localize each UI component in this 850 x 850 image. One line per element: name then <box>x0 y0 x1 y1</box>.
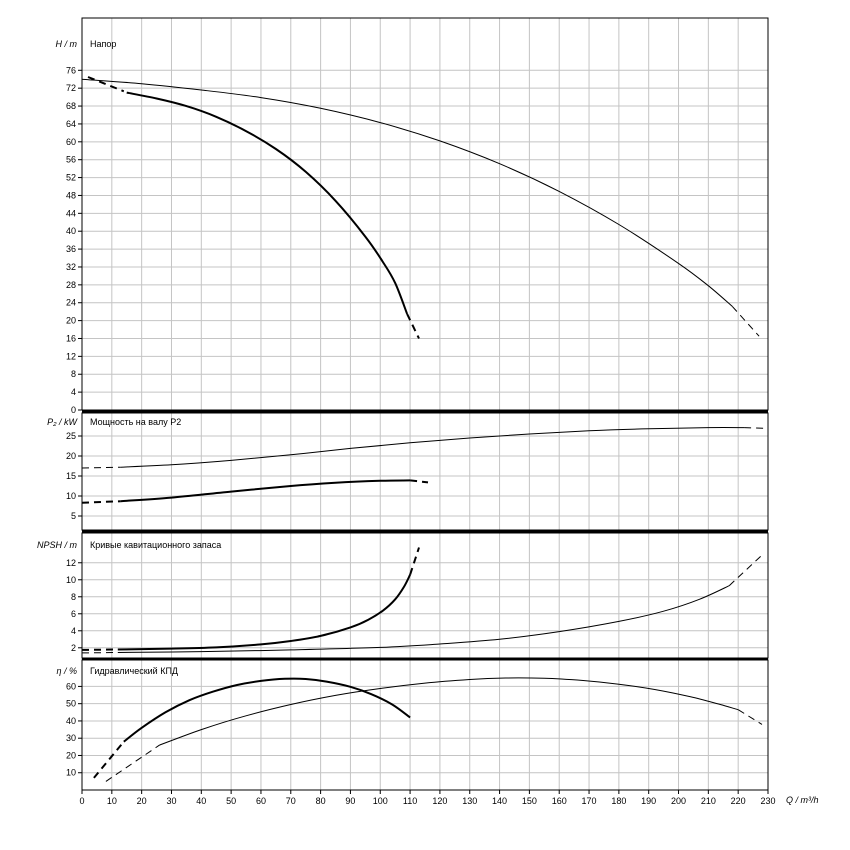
x-tick-label: 60 <box>256 796 266 806</box>
npsh-curve-selected-dashed <box>409 547 420 576</box>
x-tick-label: 40 <box>196 796 206 806</box>
npsh-axis-unit-label: NPSH / m <box>36 540 77 550</box>
npsh-chart-title: Кривые кавитационного запаса <box>90 540 222 550</box>
x-tick-label: 20 <box>137 796 147 806</box>
y-tick-label: 10 <box>66 491 76 501</box>
y-tick-label: 6 <box>71 609 76 619</box>
y-tick-label: 64 <box>66 119 76 129</box>
power-curve-full <box>120 427 745 468</box>
x-tick-label: 150 <box>522 796 537 806</box>
efficiency-curve-selected <box>123 677 411 743</box>
x-tick-label: 100 <box>373 796 388 806</box>
y-tick-label: 20 <box>66 316 76 326</box>
y-tick-label: 48 <box>66 190 76 200</box>
y-tick-label: 20 <box>66 451 76 461</box>
efficiency-chart-title: Гидравлический КПД <box>90 666 179 676</box>
y-tick-label: 60 <box>66 137 76 147</box>
x-tick-label: 190 <box>641 796 656 806</box>
x-tick-label: 140 <box>492 796 507 806</box>
y-tick-label: 12 <box>66 558 76 568</box>
y-tick-label: 12 <box>66 351 76 361</box>
x-tick-label: 230 <box>760 796 775 806</box>
npsh-curve-full <box>117 585 730 653</box>
chart-border <box>81 17 769 411</box>
y-tick-label: 28 <box>66 280 76 290</box>
chart-border <box>81 659 769 791</box>
x-tick-label: 220 <box>731 796 746 806</box>
y-tick-label: 50 <box>66 699 76 709</box>
chart-border <box>81 532 769 659</box>
y-tick-label: 10 <box>66 768 76 778</box>
y-tick-label: 15 <box>66 471 76 481</box>
x-tick-label: 50 <box>226 796 236 806</box>
chart-border <box>81 412 769 531</box>
y-tick-label: 44 <box>66 208 76 218</box>
y-tick-label: 76 <box>66 65 76 75</box>
x-tick-label: 170 <box>582 796 597 806</box>
efficiency-curve-selected-dashed <box>93 741 125 779</box>
x-tick-label: 30 <box>166 796 176 806</box>
power-curve-selected <box>120 479 411 503</box>
x-tick-label: 160 <box>552 796 567 806</box>
x-tick-label: 80 <box>316 796 326 806</box>
y-tick-label: 60 <box>66 681 76 691</box>
y-tick-label: 20 <box>66 750 76 760</box>
efficiency-curve-full <box>159 677 739 746</box>
y-tick-label: 36 <box>66 244 76 254</box>
power-chart-title: Мощность на валу P2 <box>90 417 182 427</box>
y-tick-label: 68 <box>66 101 76 111</box>
y-tick-label: 0 <box>71 405 76 415</box>
x-tick-label: 180 <box>611 796 626 806</box>
y-tick-label: 40 <box>66 226 76 236</box>
head-curve-full-dashed <box>731 305 760 337</box>
y-tick-label: 24 <box>66 298 76 308</box>
head-curve-selected <box>126 91 409 315</box>
y-tick-label: 2 <box>71 643 76 653</box>
y-tick-label: 16 <box>66 333 76 343</box>
efficiency-curve-full-dashed <box>105 744 160 782</box>
efficiency-axis-unit-label: η / % <box>56 666 77 676</box>
y-tick-label: 30 <box>66 733 76 743</box>
chart-separator <box>82 410 768 413</box>
y-tick-label: 4 <box>71 626 76 636</box>
x-tick-label: 70 <box>286 796 296 806</box>
chart-separator <box>82 530 768 533</box>
chart-separator <box>82 658 768 660</box>
x-tick-label: 110 <box>403 796 417 806</box>
npsh-curve-selected <box>117 574 411 651</box>
y-tick-label: 8 <box>71 592 76 602</box>
y-tick-label: 72 <box>66 83 76 93</box>
y-tick-label: 32 <box>66 262 76 272</box>
x-tick-label: 10 <box>107 796 117 806</box>
head-curve-selected-dashed <box>406 313 420 339</box>
npsh-curve-full-dashed <box>728 554 763 587</box>
y-tick-label: 10 <box>66 575 76 585</box>
power-axis-unit-label: P₂ / kW <box>47 417 77 427</box>
head-chart-title: Напор <box>90 39 117 49</box>
x-tick-label: 130 <box>462 796 477 806</box>
power-curve-full-dashed <box>81 466 121 469</box>
x-tick-label: 0 <box>79 796 84 806</box>
head-axis-unit-label: H / m <box>55 39 78 49</box>
head-curve-selected-dashed <box>87 76 125 93</box>
y-tick-label: 56 <box>66 155 76 165</box>
y-tick-label: 25 <box>66 431 76 441</box>
x-tick-label: 210 <box>701 796 716 806</box>
x-axis-label: Q / m³/h <box>786 795 819 805</box>
x-tick-label: 90 <box>345 796 355 806</box>
y-tick-label: 5 <box>71 511 76 521</box>
x-tick-label: 120 <box>432 796 447 806</box>
efficiency-curve-full-dashed <box>737 709 763 725</box>
y-tick-label: 40 <box>66 716 76 726</box>
y-tick-label: 8 <box>71 369 76 379</box>
head-curve-full <box>81 78 733 307</box>
y-tick-label: 52 <box>66 173 76 183</box>
x-tick-label: 200 <box>671 796 686 806</box>
y-tick-label: 4 <box>71 387 76 397</box>
power-curve-selected-dashed <box>81 500 121 504</box>
power-curve-selected-dashed <box>409 479 429 484</box>
power-curve-full-dashed <box>744 427 769 429</box>
